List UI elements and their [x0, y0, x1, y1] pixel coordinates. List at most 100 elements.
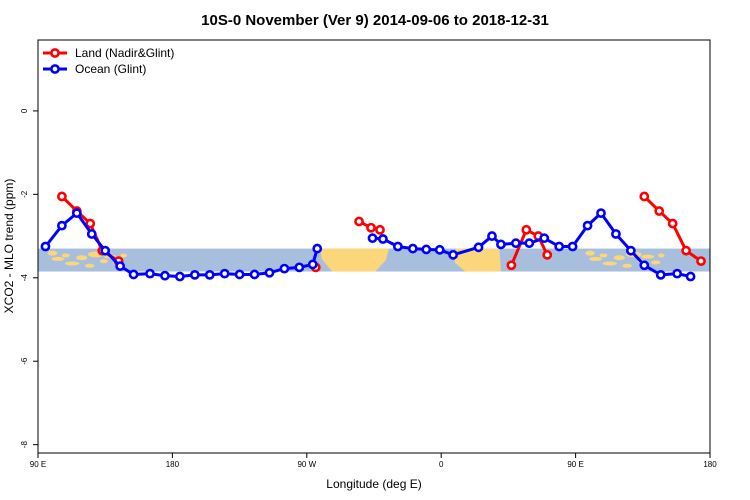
data-point [294, 262, 305, 273]
data-point [392, 241, 403, 252]
data-point [696, 256, 706, 267]
series-1 [40, 208, 696, 282]
legend-marker [50, 64, 60, 74]
y-tick-label: -4 [20, 274, 29, 282]
x-axis-label: Longitude (deg E) [326, 477, 421, 491]
data-point [672, 268, 683, 279]
x-tick-label: 90 W [297, 460, 316, 469]
data-point [128, 269, 139, 280]
island-shape [47, 250, 58, 256]
data-point [85, 218, 96, 229]
island-shape [84, 263, 95, 268]
island-shape [599, 253, 608, 258]
y-tick-label: -2 [20, 190, 29, 198]
data-point [448, 249, 459, 260]
island-shape [658, 253, 665, 258]
data-point [367, 233, 378, 244]
legend-marker [50, 48, 60, 58]
data-point [567, 241, 578, 252]
data-point [366, 222, 376, 233]
island-shape [61, 253, 70, 258]
data-point [56, 191, 67, 202]
data-point [174, 271, 185, 282]
data-point [506, 260, 517, 271]
data-point [189, 269, 200, 280]
x-tick-label: 90 E [567, 460, 583, 469]
series-layer [40, 191, 706, 282]
chart-title: 10S-0 November (Ver 9) 2014-09-06 to 201… [201, 12, 549, 29]
island-shape [622, 263, 633, 268]
data-point [685, 271, 696, 282]
data-point [434, 244, 445, 255]
data-point [473, 242, 484, 253]
x-tick-label: 90 E [30, 460, 46, 469]
legend-label: Ocean (Glint) [75, 62, 146, 76]
data-point [539, 233, 550, 244]
plot-frame [37, 39, 711, 454]
data-point [56, 220, 67, 231]
data-point [654, 206, 665, 216]
y-axis-label: XCO2 - MLO trend (ppm) [2, 179, 16, 314]
africa-land [454, 248, 501, 272]
data-point [86, 229, 97, 239]
y-tick-label: 0 [20, 108, 29, 113]
data-point [219, 268, 230, 279]
south-america-land [320, 248, 389, 272]
island-shape [650, 260, 661, 265]
data-point [145, 268, 155, 279]
data-point [264, 267, 275, 278]
data-point [625, 245, 636, 256]
legend-label: Land (Nadir&Glint) [75, 46, 174, 60]
series-line [510, 228, 549, 266]
legend: Land (Nadir&Glint) Ocean (Glint) [43, 46, 174, 76]
data-point [312, 243, 323, 254]
island-shape [641, 254, 655, 259]
data-point [611, 229, 621, 239]
data-point [378, 234, 388, 244]
data-point [204, 269, 215, 280]
data-point [542, 249, 553, 260]
data-point [234, 269, 245, 280]
band-layer [38, 248, 710, 272]
island-shape [76, 255, 88, 261]
data-point [582, 220, 593, 231]
data-point [596, 208, 606, 219]
data-point [524, 238, 535, 249]
data-point [667, 218, 678, 229]
data-point [100, 245, 111, 256]
data-point [40, 241, 51, 252]
data-point [307, 259, 318, 270]
island-shape [585, 250, 595, 256]
x-tick-label: 0 [439, 460, 444, 469]
data-point [375, 224, 385, 235]
data-point [249, 269, 260, 280]
data-point [496, 239, 506, 250]
island-shape [602, 261, 617, 266]
data-point [639, 260, 650, 271]
y-tick-label: -6 [20, 357, 29, 365]
island-shape [64, 261, 80, 266]
island-shape [120, 253, 127, 258]
x-tick-label: 180 [166, 460, 180, 469]
data-point [71, 208, 82, 219]
data-point [407, 243, 418, 254]
data-point [487, 231, 497, 241]
x-tick-label: 180 [703, 460, 717, 469]
y-tick-label: -8 [20, 441, 29, 449]
data-point [639, 191, 650, 202]
island-shape [589, 256, 602, 261]
y-axis: 0 -2 -4 -6 -8 [20, 108, 38, 448]
island-shape [51, 256, 65, 261]
data-point [115, 261, 126, 272]
x-axis: 90 E 180 90 W 0 90 E 180 [30, 453, 717, 469]
data-point [279, 263, 290, 274]
data-point [554, 241, 565, 252]
data-point [354, 216, 364, 227]
data-point [421, 244, 432, 255]
data-point [160, 270, 170, 281]
data-point [655, 269, 666, 280]
data-point [521, 224, 532, 235]
island-shape [99, 259, 108, 264]
island-shape [613, 255, 625, 261]
